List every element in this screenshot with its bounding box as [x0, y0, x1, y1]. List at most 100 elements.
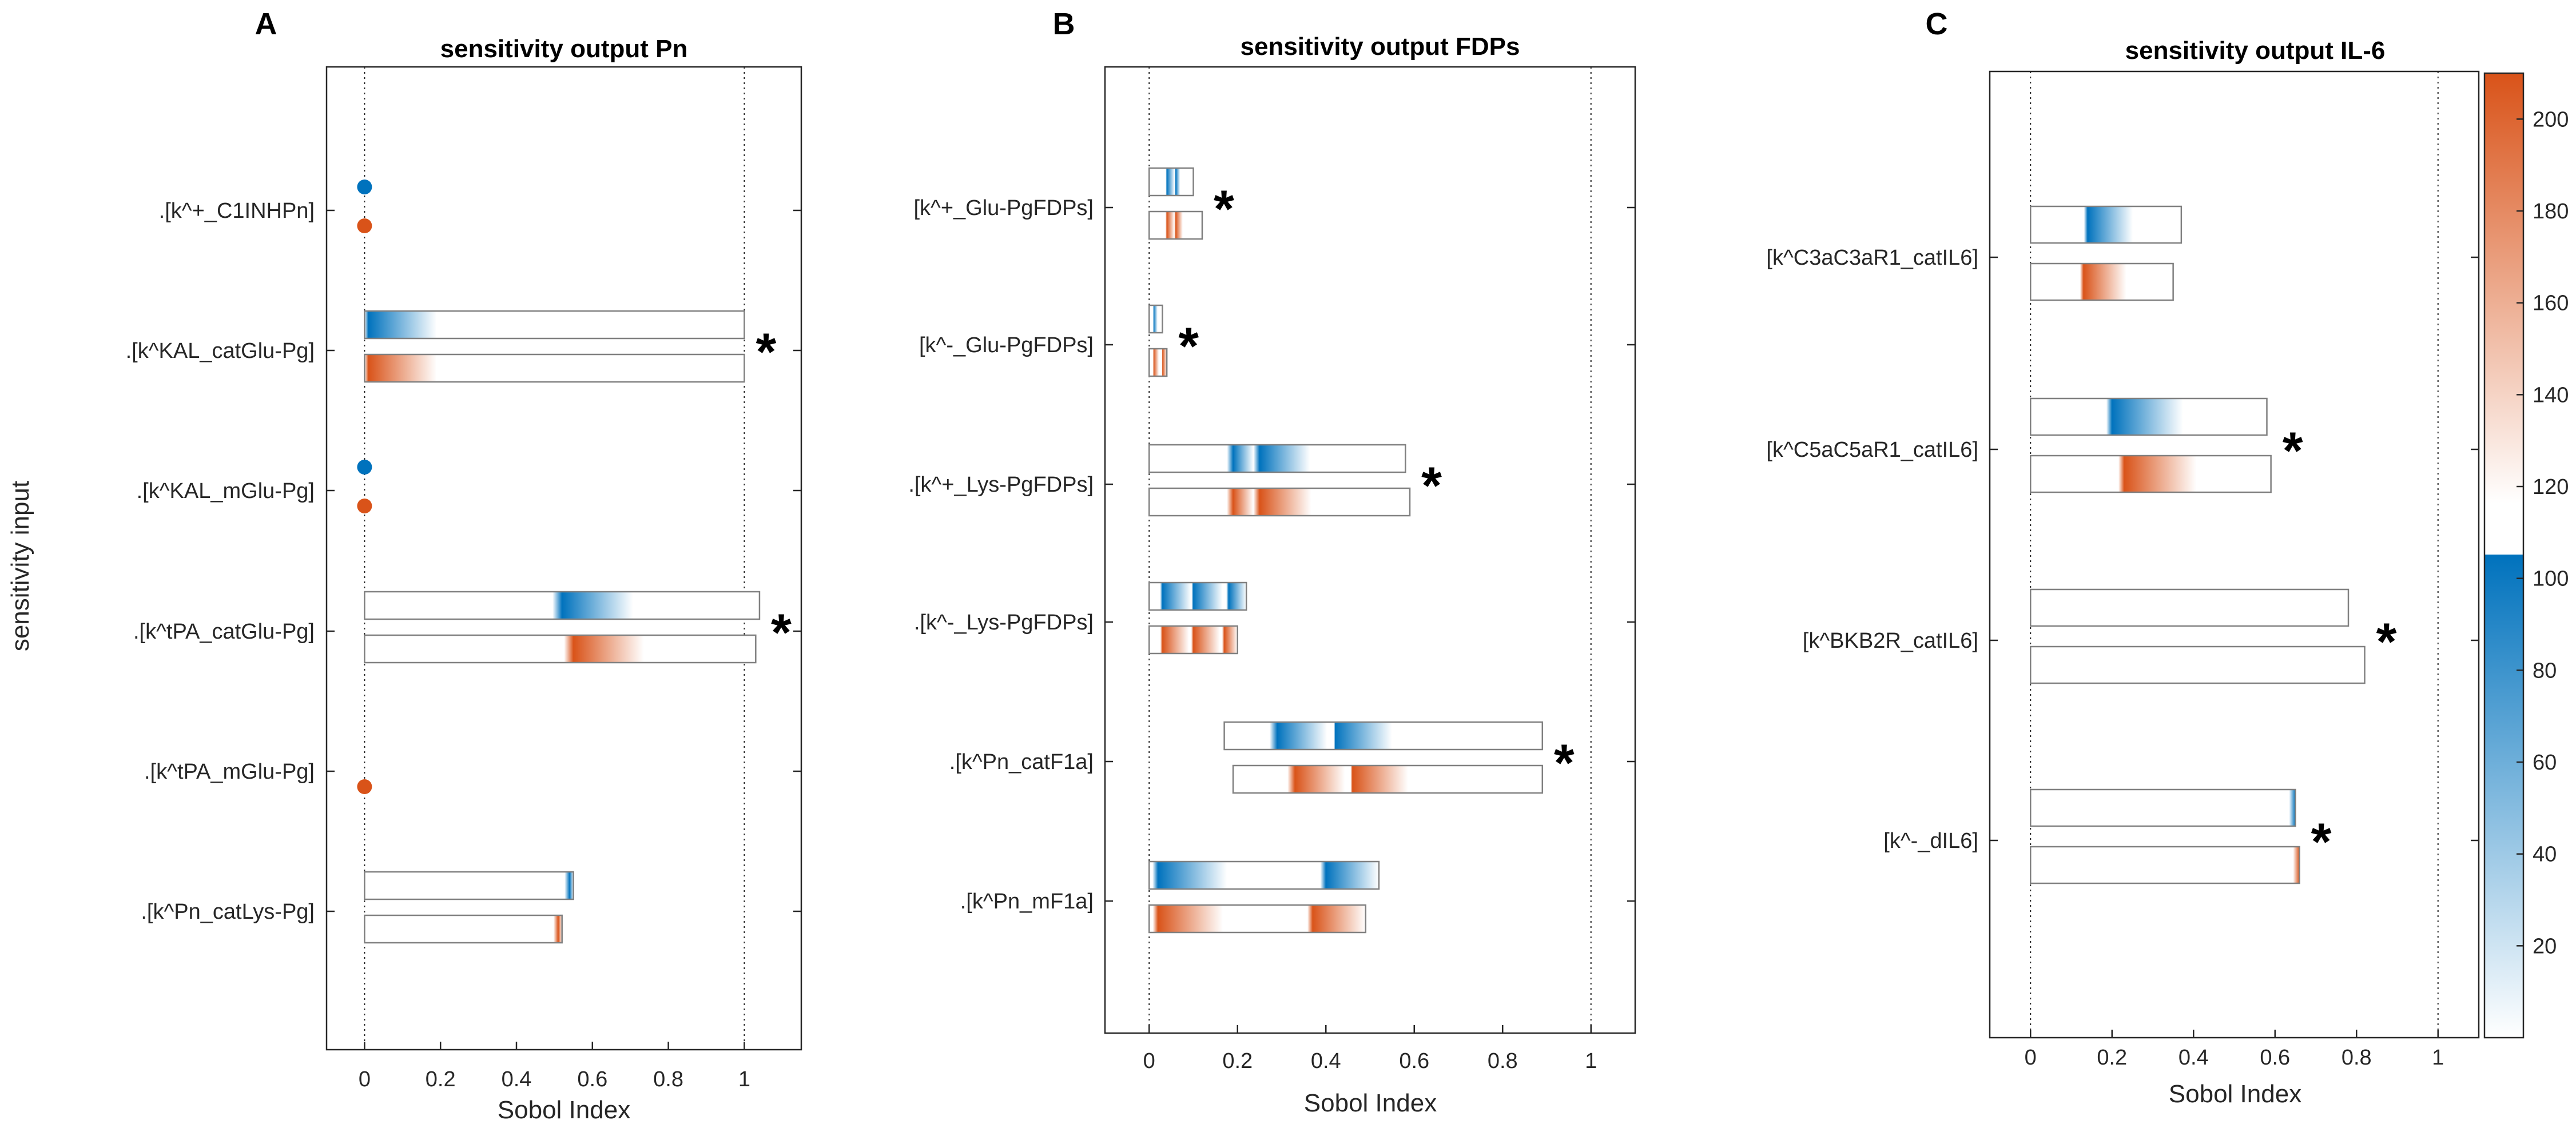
colorbar-tick-label: 120	[2533, 475, 2569, 499]
blue-range-bar	[1149, 445, 1406, 472]
blue-range-bar	[2030, 398, 2267, 435]
orange-range-bar-outline	[2030, 645, 2366, 684]
plot-frame	[1104, 66, 1636, 1034]
orange-point	[357, 218, 372, 233]
row-label: .[k^Pn_catLys-Pg]	[141, 900, 315, 924]
blue-range-bar	[1149, 583, 1247, 610]
colorbar-tick-label: 180	[2533, 200, 2569, 224]
x-axis-label: Sobol Index	[1304, 1089, 1437, 1117]
plot-frame	[325, 66, 802, 1051]
blue-range-bar-outline	[1148, 304, 1163, 334]
x-tick-label: 0.6	[577, 1067, 607, 1091]
orange-range-bar	[1149, 905, 1366, 932]
orange-range-bar	[364, 354, 745, 382]
row-label: [k^C3aC3aR1_catIL6]	[1766, 246, 1978, 270]
x-tick-label: 0.2	[2097, 1046, 2127, 1070]
significance-star: *	[771, 604, 792, 662]
blue-range-bar	[364, 592, 760, 619]
row-label: .[k^+_Lys-PgFDPs]	[908, 473, 1094, 497]
row-label: [k^-_dIL6]	[1883, 829, 1978, 853]
significance-star: *	[1421, 457, 1442, 515]
blue-range-bar	[2030, 206, 2181, 243]
orange-point	[357, 779, 372, 794]
significance-star: *	[1554, 734, 1575, 792]
chart-title: sensitivity output FDPs	[1241, 33, 1520, 61]
x-tick-label: 0.2	[426, 1067, 456, 1091]
blue-range-bar	[364, 311, 745, 338]
orange-range-bar-outline	[1232, 764, 1544, 794]
x-tick-label: 0	[2025, 1046, 2037, 1070]
panel-label: B	[1053, 7, 1075, 41]
blue-range-bar-outline	[2030, 205, 2183, 244]
orange-range-bar-outline	[364, 353, 745, 383]
blue-range-bar-outline	[1148, 444, 1406, 473]
orange-range-bar-outline	[1148, 625, 1238, 655]
orange-range-bar	[364, 635, 756, 663]
x-tick-label: 0.6	[1399, 1049, 1429, 1073]
x-tick-label: 0.2	[1222, 1049, 1253, 1073]
significance-star: *	[1178, 317, 1199, 376]
blue-range-bar-outline	[364, 591, 761, 620]
panel-c: C sensitivity output IL-6 Sobol Index 0 0…	[1766, 7, 2480, 1108]
x-tick-label: 0.6	[2260, 1046, 2290, 1070]
orange-range-bar-outline	[2030, 455, 2272, 493]
orange-range-bar	[1149, 349, 1167, 376]
colorbar-tick-label: 160	[2533, 292, 2569, 316]
panel-label: C	[1926, 7, 1948, 41]
x-axis-label: Sobol Index	[498, 1096, 630, 1124]
blue-range-bar	[1224, 722, 1543, 750]
orange-point	[357, 499, 372, 513]
x-tick-label: 1	[1585, 1049, 1597, 1073]
row-label: .[k^Pn_catF1a]	[949, 750, 1094, 774]
x-tick-label: 0	[359, 1067, 371, 1091]
plot-frame	[1989, 70, 2480, 1039]
orange-range-bar-outline	[1148, 348, 1168, 377]
x-tick-label: 0.4	[2179, 1046, 2209, 1070]
orange-range-bar-outline	[2030, 846, 2300, 884]
x-tick-label: 0	[1143, 1049, 1155, 1073]
orange-range-bar	[1149, 626, 1238, 653]
orange-range-bar	[1233, 766, 1543, 793]
blue-range-bar-outline	[364, 310, 745, 340]
row-label: [k^-_Glu-PgFDPs]	[919, 333, 1094, 357]
blue-point	[357, 460, 372, 475]
row-label: .[k^tPA_mGlu-Pg]	[144, 760, 315, 784]
orange-range-bar	[1149, 488, 1410, 516]
orange-range-bar-outline	[1148, 904, 1367, 934]
chart-title: sensitivity output IL-6	[2125, 37, 2386, 65]
panel-b: B sensitivity output FDPs Sobol Index 0 0…	[908, 7, 1636, 1117]
colorbar-frame	[2483, 72, 2525, 1039]
y-axis-label: sensitivity input	[6, 481, 34, 651]
x-tick-label: 0.4	[1311, 1049, 1341, 1073]
blue-range-bar	[1149, 168, 1194, 196]
orange-range-bar	[1149, 212, 1202, 239]
row-label: .[k^KAL_catGlu-Pg]	[126, 339, 315, 363]
x-tick-label: 0.8	[653, 1067, 683, 1091]
colorbar-tick-label: 60	[2533, 751, 2557, 775]
significance-star: *	[2311, 813, 2332, 871]
significance-star: *	[1214, 180, 1234, 238]
row-label: [k^BKB2R_catIL6]	[1803, 629, 1978, 653]
orange-range-bar-outline	[1148, 487, 1411, 517]
colorbar-tick-label: 140	[2533, 383, 2569, 407]
colorbar-tick-label: 200	[2533, 107, 2569, 131]
orange-range-bar	[364, 915, 562, 943]
colorbar-white-segment	[2484, 503, 2523, 555]
blue-range-bar	[1149, 305, 1163, 333]
orange-range-bar-outline	[364, 634, 757, 664]
blue-range-bar	[2030, 589, 2348, 626]
row-label: .[k^Pn_mF1a]	[960, 890, 1094, 914]
orange-range-bar	[2030, 456, 2271, 492]
blue-range-bar-outline	[2030, 788, 2296, 827]
orange-range-bar	[2030, 264, 2173, 300]
panel-label: A	[255, 7, 277, 41]
row-label: [k^C5aC5aR1_catIL6]	[1766, 438, 1978, 462]
x-tick-label: 0.8	[1488, 1049, 1518, 1073]
row-label: .[k^-_Lys-PgFDPs]	[914, 611, 1094, 635]
row-label: .[k^KAL_mGlu-Pg]	[137, 479, 315, 503]
blue-range-bar	[1149, 862, 1379, 889]
row-label: .[k^tPA_catGlu-Pg]	[133, 620, 315, 644]
blue-range-bar-outline	[1148, 167, 1194, 197]
blue-range-bar-outline	[1148, 581, 1247, 611]
colorbar-tick-label: 20	[2533, 934, 2557, 958]
